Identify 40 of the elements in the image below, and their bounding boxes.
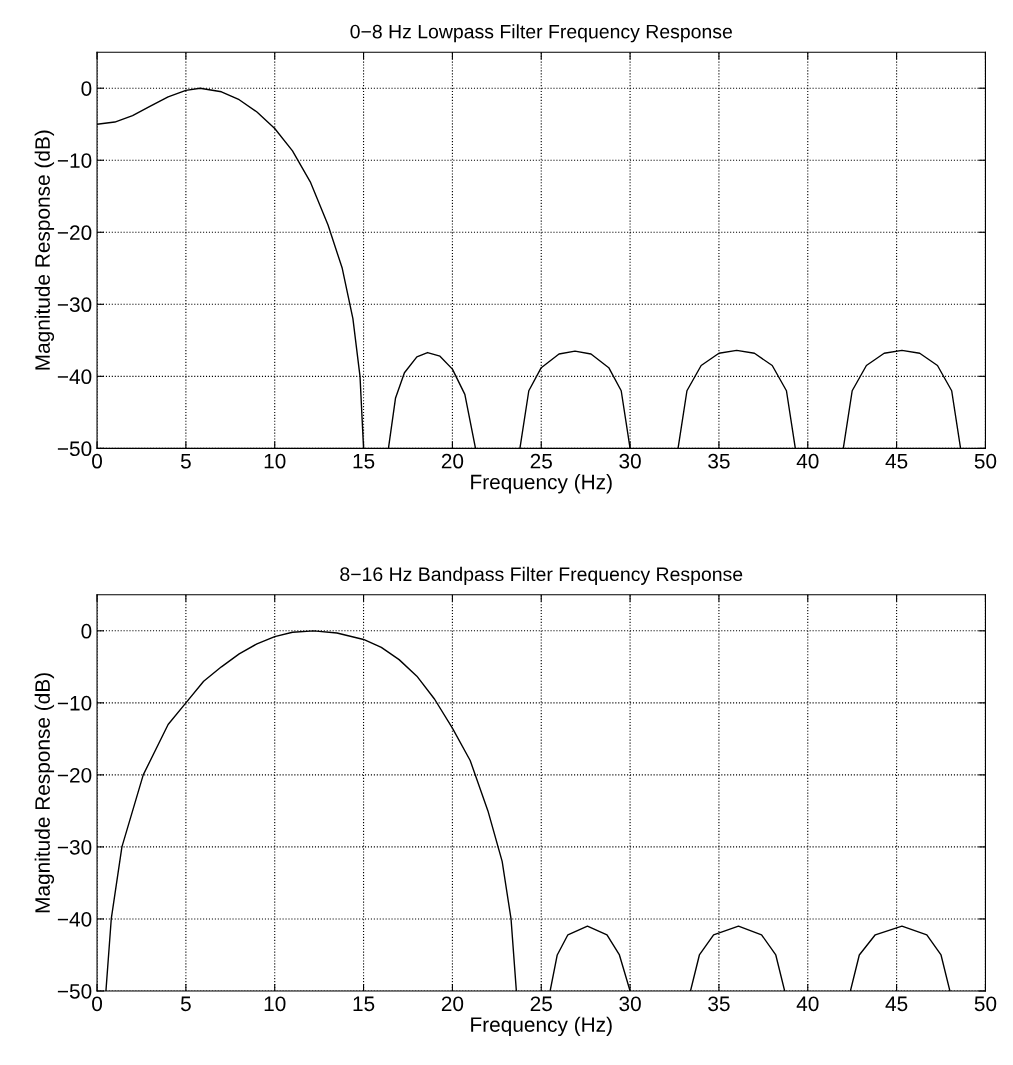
chart-title: 8−16 Hz Bandpass Filter Frequency Response [340, 566, 743, 585]
x-tick-label: 5 [180, 996, 191, 1012]
y-tick-label: −20 [57, 767, 92, 783]
x-tick-label: 35 [708, 453, 730, 469]
x-tick-label: 15 [353, 996, 375, 1012]
y-tick-label: −40 [57, 911, 92, 927]
x-tick-label: 0 [92, 996, 103, 1012]
x-tick-label: 45 [885, 453, 908, 469]
x-tick-label: 40 [796, 996, 819, 1012]
x-tick-label: 25 [530, 996, 552, 1012]
x-tick-label: 30 [619, 453, 641, 469]
y-tick-label: −50 [57, 983, 92, 999]
y-axis-title: Magnitude Response (dB) [34, 130, 55, 370]
y-tick-label: −30 [57, 839, 92, 855]
x-tick-label: 10 [264, 996, 286, 1012]
y-axis-title: Magnitude Response (dB) [34, 673, 55, 913]
y-tick-label: −40 [57, 369, 92, 385]
x-axis-title: Frequency (Hz) [471, 474, 612, 494]
x-tick-label: 5 [180, 453, 191, 469]
x-tick-label: 20 [441, 453, 464, 469]
y-tick-label: −50 [57, 441, 92, 457]
y-tick-label: −10 [57, 153, 92, 168]
y-tick-label: −30 [57, 297, 92, 313]
y-tick-label: 0 [81, 81, 92, 96]
x-tick-label: 40 [796, 453, 819, 469]
y-tick-label: −10 [57, 695, 92, 711]
y-tick-label: −20 [57, 225, 92, 241]
x-tick-label: 35 [708, 996, 730, 1012]
x-tick-label: 50 [974, 453, 997, 469]
x-tick-label: 30 [619, 996, 641, 1012]
x-tick-label: 15 [353, 453, 375, 469]
x-axis-title: Frequency (Hz) [471, 1016, 612, 1037]
x-tick-label: 25 [530, 453, 552, 469]
x-tick-label: 10 [264, 453, 286, 469]
x-tick-label: 20 [441, 996, 464, 1012]
x-tick-label: 0 [92, 453, 103, 469]
x-tick-label: 45 [885, 996, 908, 1012]
y-tick-label: 0 [81, 623, 92, 639]
chart-title: 0−8 Hz Lowpass Filter Frequency Response [350, 24, 732, 43]
x-tick-label: 50 [974, 996, 997, 1012]
